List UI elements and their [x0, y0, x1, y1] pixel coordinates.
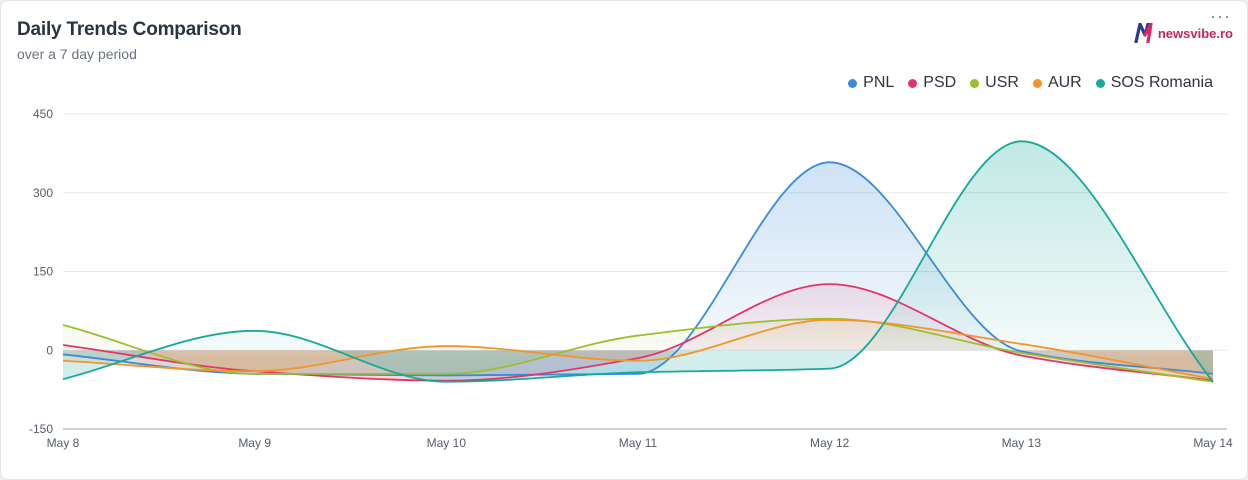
- legend-marker-icon: [1095, 78, 1105, 88]
- legend-item-sos-romania[interactable]: SOS Romania: [1095, 74, 1213, 92]
- x-tick-label: May 9: [238, 436, 271, 450]
- legend-label: PNL: [863, 74, 895, 91]
- y-tick-label: 0: [46, 343, 53, 357]
- legend-label: AUR: [1047, 74, 1082, 91]
- series-line-sos-romania[interactable]: [62, 140, 1214, 383]
- x-tick-label: May 11: [619, 436, 658, 450]
- series-line-usr[interactable]: [62, 317, 1214, 383]
- series-line-aur[interactable]: [62, 318, 1214, 381]
- y-tick-label: 450: [33, 107, 53, 121]
- brand-logo-text: newsvibe.ro: [1157, 25, 1233, 41]
- legend-marker-icon: [848, 78, 858, 88]
- chart-title: Daily Trends Comparison: [17, 19, 242, 40]
- x-tick-label: May 10: [427, 436, 467, 450]
- chart-legend: PNL PSD USR AUR SOS Romania: [848, 74, 1213, 92]
- legend-marker-icon: [1032, 78, 1042, 88]
- x-tick-label: May 14: [1193, 436, 1233, 450]
- x-tick-label: May 12: [810, 436, 850, 450]
- brand-logo: newsvibe.ro: [1134, 23, 1233, 43]
- series-area-sos-romania: [63, 141, 1213, 382]
- chart-subtitle: over a 7 day period: [17, 46, 137, 62]
- more-options-icon[interactable]: ···: [1210, 6, 1231, 26]
- legend-item-pnl[interactable]: PNL: [848, 74, 894, 92]
- y-tick-label: -150: [29, 422, 53, 436]
- legend-item-psd[interactable]: PSD: [908, 74, 956, 92]
- legend-item-usr[interactable]: USR: [970, 74, 1019, 92]
- legend-label: SOS Romania: [1110, 74, 1213, 91]
- legend-label: PSD: [923, 74, 957, 91]
- legend-marker-icon: [908, 78, 918, 88]
- y-tick-label: 300: [33, 186, 53, 200]
- legend-marker-icon: [970, 78, 980, 88]
- newsvibe-logo-icon: [1134, 23, 1153, 43]
- legend-label: USR: [985, 74, 1019, 91]
- x-tick-label: May 8: [47, 436, 80, 450]
- y-tick-label: 150: [33, 265, 53, 279]
- legend-item-aur[interactable]: AUR: [1032, 74, 1082, 92]
- x-tick-label: May 13: [1002, 436, 1042, 450]
